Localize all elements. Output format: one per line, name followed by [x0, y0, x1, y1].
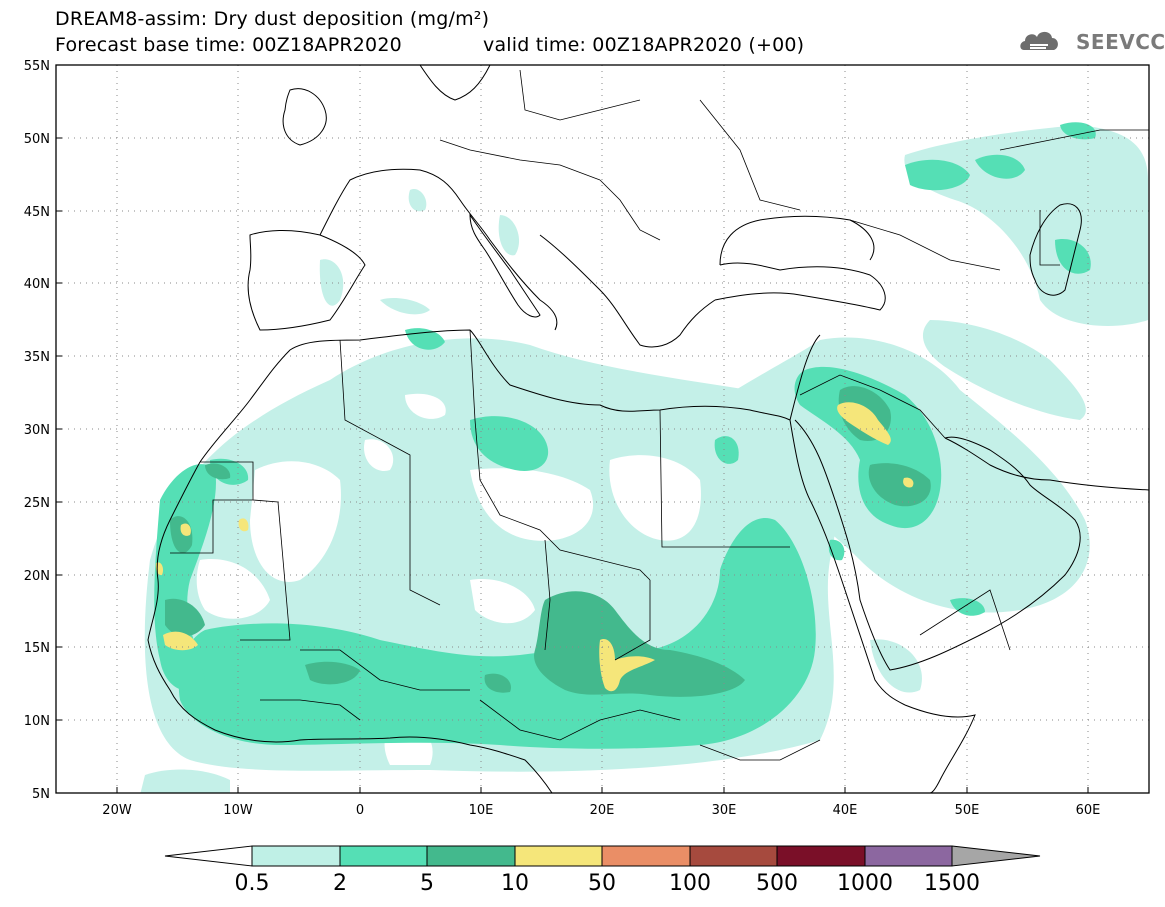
lat-label: 50N: [24, 132, 50, 147]
colorbar-label: 50: [588, 871, 616, 896]
colorbar-swatch: [514, 845, 603, 867]
lat-label: 35N: [24, 350, 50, 365]
lat-label: 5N: [32, 787, 50, 802]
forecast-base-time: Forecast base time: 00Z18APR2020: [55, 34, 402, 56]
lon-label: 0: [356, 803, 364, 818]
colorbar-label: 2: [333, 871, 347, 896]
country-borders: [170, 69, 1149, 761]
lat-label: 45N: [24, 205, 50, 220]
logo-text: SEEVCCC: [1076, 30, 1165, 54]
lat-label: 20N: [24, 569, 50, 584]
colorbar-swatch: [339, 845, 428, 867]
colorbar-swatch: [251, 845, 341, 867]
lon-label: 10W: [223, 803, 253, 818]
colorbar-swatch: [601, 845, 691, 867]
lon-label: 10E: [469, 803, 494, 818]
colorbar-over-arrow: [951, 845, 1041, 867]
latitude-labels: 55N 50N 45N 40N 35N 30N 25N 20N 15N 10N …: [24, 59, 50, 802]
lon-label: 40E: [833, 803, 858, 818]
lon-label: 50E: [955, 803, 980, 818]
colorbar-label: 1000: [837, 871, 893, 896]
colorbar-swatch: [689, 845, 778, 867]
lat-label: 25N: [24, 496, 50, 511]
lat-label: 55N: [24, 59, 50, 74]
lat-label: 30N: [24, 423, 50, 438]
colorbar-swatch: [426, 845, 516, 867]
colorbar-swatch: [864, 845, 953, 867]
colorbar-label: 10: [501, 871, 529, 896]
cloud-icon: [1020, 31, 1058, 50]
lat-label: 15N: [24, 641, 50, 656]
lon-label: 30E: [712, 803, 737, 818]
lon-label: 20E: [590, 803, 615, 818]
colorbar-under-arrow: [164, 845, 253, 867]
lon-label: 60E: [1076, 803, 1101, 818]
low-deposition-gaps: [196, 393, 701, 765]
colorbar-swatch: [776, 845, 866, 867]
colorbar-label: 1500: [924, 871, 980, 896]
coastlines: [147, 65, 1149, 793]
lat-label: 40N: [24, 277, 50, 292]
longitude-labels: 20W 10W 0 10E 20E 30E 40E 50E 60E: [102, 803, 1100, 818]
colorbar-label: 100: [669, 871, 711, 896]
colorbar-label: 0.5: [234, 871, 270, 896]
tick-marks: [56, 64, 1089, 794]
seevccc-logo: [1020, 31, 1058, 50]
lon-label: 20W: [102, 803, 132, 818]
colorbar: [164, 845, 1041, 867]
graticule: [56, 65, 1149, 793]
map-title: DREAM8-assim: Dry dust deposition (mg/m²…: [55, 8, 490, 30]
lat-label: 10N: [24, 714, 50, 729]
valid-time: valid time: 00Z18APR2020 (+00): [483, 34, 805, 56]
deposition-fields: [140, 122, 1148, 793]
colorbar-label: 5: [420, 871, 434, 896]
colorbar-label: 500: [756, 871, 798, 896]
level-10-field: [155, 402, 914, 692]
